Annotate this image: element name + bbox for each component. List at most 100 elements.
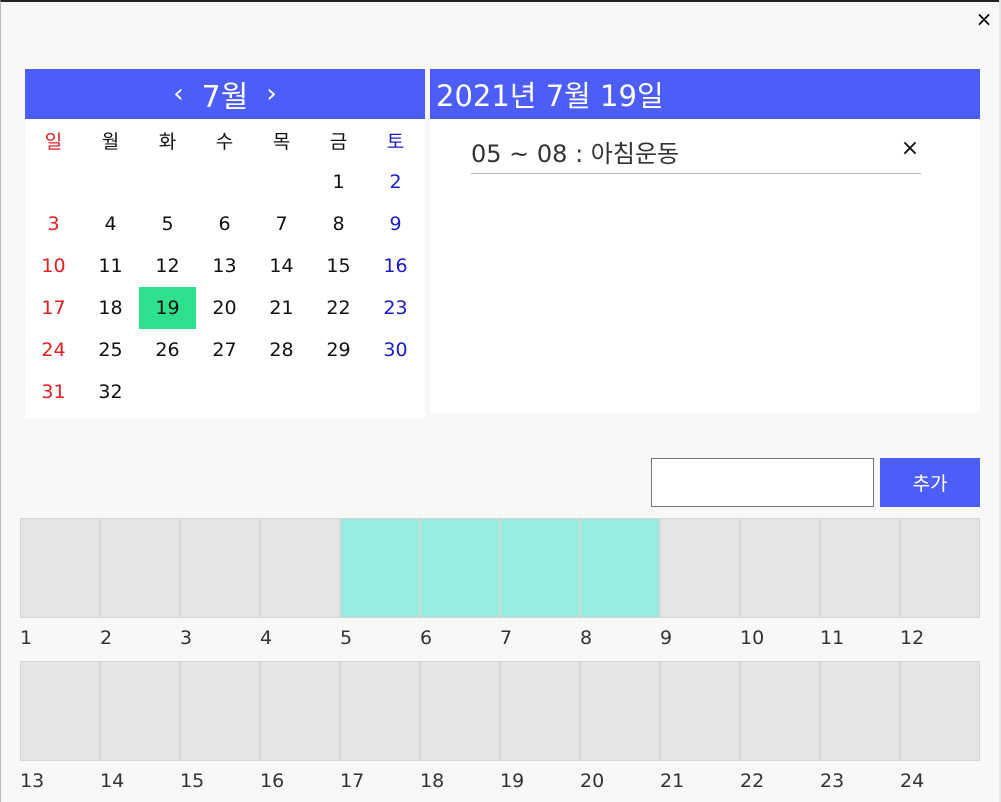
hour-slot-filled[interactable] bbox=[340, 518, 420, 618]
hour-label: 14 bbox=[100, 770, 125, 792]
calendar-day[interactable]: 26 bbox=[155, 339, 180, 361]
hour-slot[interactable] bbox=[820, 661, 900, 761]
calendar-day[interactable]: 17 bbox=[41, 297, 66, 319]
hour-slot[interactable] bbox=[740, 661, 820, 761]
hour-slot[interactable] bbox=[260, 661, 340, 761]
hour-slot[interactable] bbox=[900, 518, 980, 618]
calendar-day[interactable]: 14 bbox=[269, 255, 294, 277]
hour-slot[interactable] bbox=[20, 518, 100, 618]
calendar-day[interactable]: 18 bbox=[98, 297, 123, 319]
calendar-day[interactable]: 30 bbox=[383, 339, 408, 361]
weekday-header: 금 bbox=[329, 130, 348, 153]
weekday-header: 일 bbox=[44, 130, 63, 153]
delete-schedule-button[interactable]: × bbox=[900, 136, 920, 161]
calendar-day[interactable]: 2 bbox=[389, 171, 402, 193]
close-button[interactable]: × bbox=[975, 7, 993, 31]
calendar-day[interactable]: 8 bbox=[332, 213, 345, 235]
calendar-day[interactable]: 10 bbox=[41, 255, 66, 277]
calendar-empty-cell bbox=[82, 161, 139, 203]
calendar-day[interactable]: 6 bbox=[218, 213, 231, 235]
hour-label: 12 bbox=[900, 627, 925, 649]
hour-slot-filled[interactable] bbox=[500, 518, 580, 618]
calendar-day[interactable]: 20 bbox=[212, 297, 237, 319]
calendar-day[interactable]: 24 bbox=[41, 339, 66, 361]
hour-bar-pm bbox=[20, 661, 980, 761]
hour-slot-filled[interactable] bbox=[420, 518, 500, 618]
hour-slot[interactable] bbox=[740, 518, 820, 618]
prev-month-button[interactable]: ‹ bbox=[173, 79, 184, 109]
calendar-day[interactable]: 25 bbox=[98, 339, 123, 361]
calendar-day-selected[interactable]: 19 bbox=[139, 287, 196, 329]
hour-label: 11 bbox=[820, 627, 845, 649]
hour-label: 7 bbox=[500, 627, 513, 649]
calendar-day[interactable]: 9 bbox=[389, 213, 402, 235]
hour-label: 5 bbox=[340, 627, 353, 649]
hour-label: 17 bbox=[340, 770, 365, 792]
window-edge bbox=[999, 0, 1001, 802]
calendar-empty-cell bbox=[25, 161, 82, 203]
calendar-day[interactable]: 3 bbox=[47, 213, 60, 235]
calendar-day[interactable]: 12 bbox=[155, 255, 180, 277]
calendar-day[interactable]: 16 bbox=[383, 255, 408, 277]
calendar-day[interactable]: 11 bbox=[98, 255, 123, 277]
hour-slot[interactable] bbox=[20, 661, 100, 761]
calendar-day[interactable]: 29 bbox=[326, 339, 351, 361]
hour-label: 6 bbox=[420, 627, 433, 649]
hour-label: 13 bbox=[20, 770, 45, 792]
hour-label: 20 bbox=[580, 770, 605, 792]
calendar-day[interactable]: 15 bbox=[326, 255, 351, 277]
calendar-empty-cell bbox=[139, 161, 196, 203]
hour-slot[interactable] bbox=[340, 661, 420, 761]
hour-slot[interactable] bbox=[580, 661, 660, 761]
calendar-day[interactable]: 1 bbox=[332, 171, 345, 193]
hour-slot[interactable] bbox=[820, 518, 900, 618]
calendar-day[interactable]: 28 bbox=[269, 339, 294, 361]
selected-date-title: 2021년 7월 19일 bbox=[430, 69, 980, 119]
hour-slot[interactable] bbox=[420, 661, 500, 761]
calendar-grid: 일 월 화 수 목 금 토 1 2 3 4 5 6 7 8 9 10 11 12 13 14 15 16 17 18 19 20 21… bbox=[25, 119, 425, 413]
calendar-day[interactable]: 21 bbox=[269, 297, 294, 319]
calendar-empty-cell bbox=[310, 371, 367, 413]
hour-slot[interactable] bbox=[180, 661, 260, 761]
hour-label: 1 bbox=[20, 627, 33, 649]
schedule-item-text: 05 ~ 08 : 아침운동 bbox=[471, 139, 680, 168]
hour-label: 10 bbox=[740, 627, 765, 649]
calendar-header: ‹ 7월 › bbox=[25, 69, 425, 119]
hour-slot[interactable] bbox=[900, 661, 980, 761]
hour-label: 24 bbox=[900, 770, 925, 792]
hour-slot[interactable] bbox=[500, 661, 580, 761]
weekday-header: 수 bbox=[215, 130, 234, 153]
hour-slot[interactable] bbox=[260, 518, 340, 618]
hour-slot[interactable] bbox=[180, 518, 260, 618]
calendar-empty-cell bbox=[139, 371, 196, 413]
hour-label: 15 bbox=[180, 770, 205, 792]
weekday-header: 목 bbox=[272, 130, 291, 153]
schedule-input[interactable] bbox=[651, 458, 874, 507]
hour-label: 2 bbox=[100, 627, 113, 649]
hour-slot[interactable] bbox=[100, 518, 180, 618]
calendar-day[interactable]: 5 bbox=[161, 213, 174, 235]
calendar-day[interactable]: 13 bbox=[212, 255, 237, 277]
next-month-button[interactable]: › bbox=[266, 79, 277, 109]
hour-label: 22 bbox=[740, 770, 765, 792]
hour-slot[interactable] bbox=[100, 661, 180, 761]
calendar-day[interactable]: 4 bbox=[104, 213, 117, 235]
calendar-day[interactable]: 27 bbox=[212, 339, 237, 361]
hour-slot[interactable] bbox=[660, 661, 740, 761]
calendar-day[interactable]: 22 bbox=[326, 297, 351, 319]
hour-label: 19 bbox=[500, 770, 525, 792]
calendar-day[interactable]: 31 bbox=[41, 381, 66, 403]
hour-slot[interactable] bbox=[660, 518, 740, 618]
hour-label: 3 bbox=[180, 627, 193, 649]
day-detail-panel: 2021년 7월 19일 05 ~ 08 : 아침운동 × bbox=[430, 69, 980, 413]
hour-label: 23 bbox=[820, 770, 845, 792]
month-calendar: ‹ 7월 › 일 월 화 수 목 금 토 1 2 3 4 5 6 7 8 9 10 11 12 13 14 15 16 17 1… bbox=[25, 69, 425, 419]
hour-slot-filled[interactable] bbox=[580, 518, 660, 618]
weekday-header: 토 bbox=[386, 130, 405, 153]
calendar-day[interactable]: 7 bbox=[275, 213, 288, 235]
hour-label: 16 bbox=[260, 770, 285, 792]
calendar-day[interactable]: 32 bbox=[98, 381, 123, 403]
add-button[interactable]: 추가 bbox=[880, 458, 980, 507]
calendar-day[interactable]: 23 bbox=[383, 297, 408, 319]
